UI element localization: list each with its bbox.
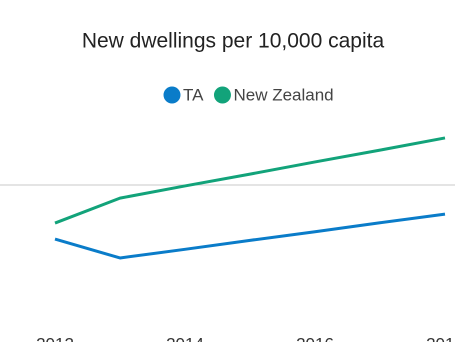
x-tick-label: 2014 xyxy=(166,334,204,342)
legend-label: New Zealand xyxy=(233,85,333,104)
x-tick-label: 2018 xyxy=(426,334,455,342)
legend-marker xyxy=(163,86,181,104)
chart-title: New dwellings per 10,000 capita xyxy=(82,30,385,53)
series-line xyxy=(54,136,446,225)
x-tick-label: 2016 xyxy=(296,334,334,342)
legend-marker xyxy=(213,86,231,104)
x-tick-label: 2012 xyxy=(36,334,74,342)
series-line xyxy=(54,212,446,260)
legend-label: TA xyxy=(183,85,204,104)
